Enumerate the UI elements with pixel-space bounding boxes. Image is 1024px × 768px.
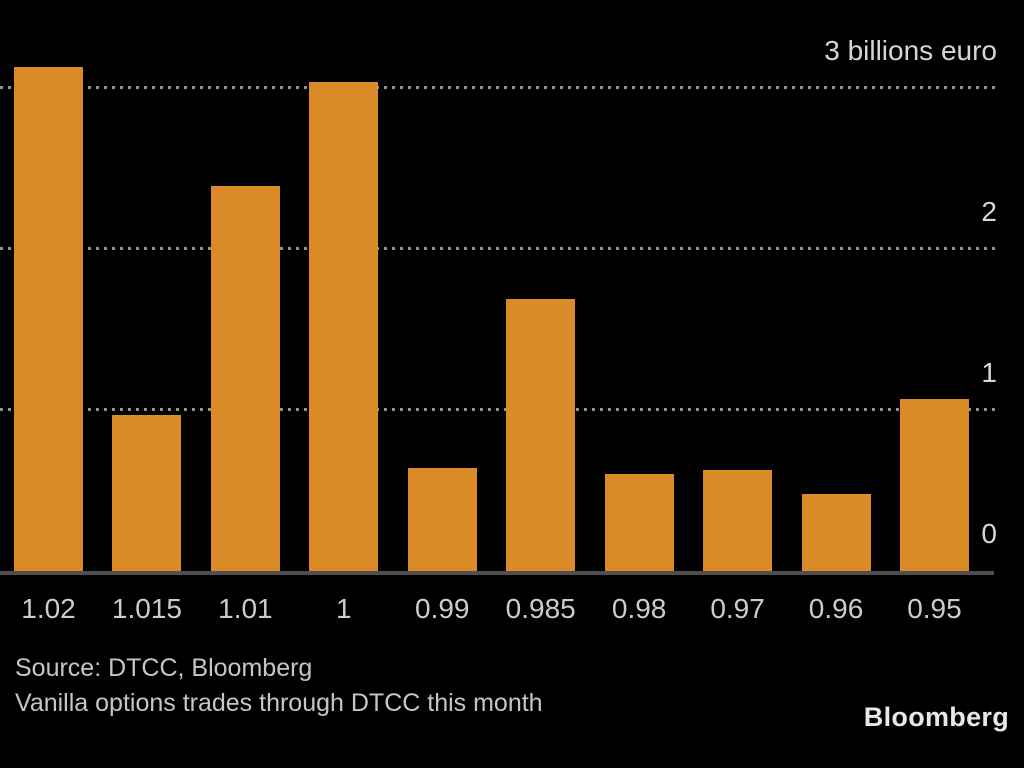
x-axis-line <box>0 571 994 575</box>
y-axis-label-2: 2 <box>981 196 997 227</box>
x-axis-label-0.95: 0.95 <box>907 593 962 624</box>
bar-0.985 <box>506 298 576 571</box>
source-text: Source: DTCC, Bloomberg <box>15 654 313 682</box>
x-axis-label-0.97: 0.97 <box>710 593 765 624</box>
bar-1.015 <box>112 414 182 571</box>
x-axis-label-0.99: 0.99 <box>415 593 470 624</box>
bar-0.98 <box>604 474 674 571</box>
chart-footer: Source: DTCC, Bloomberg Vanilla options … <box>15 651 543 721</box>
bloomberg-logo: Bloomberg <box>863 702 1009 732</box>
x-axis-label-1: 1 <box>336 593 352 624</box>
x-axis-label-0.985: 0.985 <box>505 593 576 624</box>
x-axis-label-0.98: 0.98 <box>611 593 667 624</box>
gridline-2 <box>0 247 995 250</box>
bar-0.99 <box>407 467 477 571</box>
bar-0.96 <box>801 493 871 571</box>
y-axis-label-0: 0 <box>981 518 997 549</box>
bar-1.02 <box>14 67 83 571</box>
y-axis-label-3: 3 billions euro <box>824 35 997 66</box>
bar-1.01 <box>210 186 280 571</box>
gridline-1 <box>0 408 995 411</box>
x-axis-label-1.01: 1.01 <box>218 593 273 624</box>
bar-1 <box>309 81 379 571</box>
bar-0.97 <box>703 469 773 571</box>
gridline-3 <box>0 86 995 89</box>
x-axis-label-1.015: 1.015 <box>111 593 182 624</box>
x-axis-label-0.96: 0.96 <box>808 593 864 624</box>
y-axis-label-1: 1 <box>981 357 997 388</box>
caption-text: Vanilla options trades through DTCC this… <box>15 689 543 717</box>
bar-0.95 <box>899 398 969 571</box>
x-axis-label-1.02: 1.02 <box>21 593 76 624</box>
